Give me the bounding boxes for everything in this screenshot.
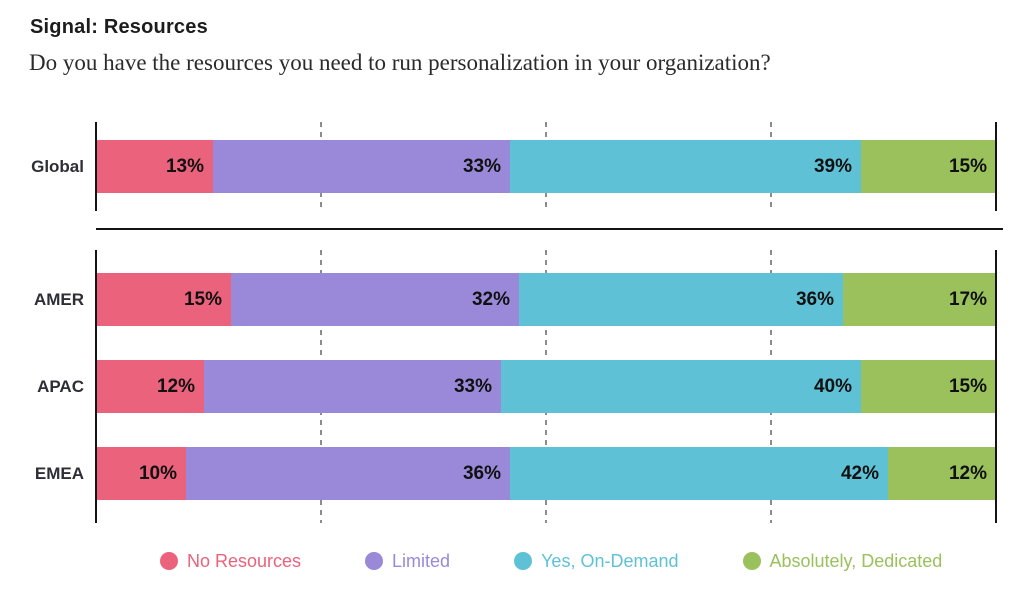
segment-apac-yes-on-demand: 40%: [501, 360, 861, 413]
chart-kicker: Signal: Resources: [30, 16, 208, 38]
segment-global-limited: 33%: [213, 140, 510, 193]
left-axis-line: [95, 250, 97, 523]
segment-value-label: 15%: [183, 288, 222, 310]
segment-value-label: 12%: [156, 375, 195, 397]
segment-apac-limited: 33%: [204, 360, 501, 413]
segment-value-label: 10%: [138, 462, 177, 484]
row-label-global: Global: [31, 156, 84, 176]
yes-on-demand-dot-icon: [514, 552, 533, 570]
segment-amer-absolutely-dedicated: 17%: [843, 273, 996, 326]
legend-item-no-resources: No Resources: [160, 551, 301, 572]
segment-global-absolutely-dedicated: 15%: [861, 140, 996, 193]
legend-item-limited: Limited: [365, 551, 450, 572]
legend-label-absolutely-dedicated: Absolutely, Dedicated: [769, 550, 943, 571]
legend-item-absolutely-dedicated: Absolutely, Dedicated: [742, 550, 943, 572]
legend-label-limited: Limited: [392, 550, 451, 571]
row-label-emea: EMEA: [34, 463, 84, 483]
chart-separator-line: [96, 228, 1003, 230]
right-axis-line: [995, 250, 997, 523]
segment-global-no-resources: 13%: [96, 140, 213, 193]
limited-dot-icon: [365, 552, 384, 570]
segment-value-label: 39%: [813, 155, 852, 177]
segment-value-label: 36%: [795, 288, 834, 310]
segment-value-label: 32%: [471, 288, 510, 310]
segment-apac-no-resources: 12%: [96, 360, 204, 413]
segment-amer-limited: 32%: [231, 273, 519, 326]
bar-row-emea: EMEA 10% 36% 42% 12%: [35, 447, 996, 500]
segment-emea-yes-on-demand: 42%: [510, 447, 888, 500]
segment-value-label: 33%: [453, 375, 492, 397]
row-label-amer: AMER: [33, 289, 84, 309]
segment-emea-no-resources: 10%: [96, 447, 186, 500]
chart-global-group: Global 13% 33% 39% 15%: [31, 122, 997, 211]
right-axis-line: [995, 122, 997, 211]
segment-value-label: 12%: [948, 462, 987, 484]
no-resources-dot-icon: [160, 552, 178, 570]
bar-row-amer: AMER 15% 32% 36% 17%: [34, 273, 996, 326]
row-label-apac: APAC: [37, 376, 84, 396]
absolutely-dedicated-dot-icon: [742, 552, 761, 570]
segment-apac-absolutely-dedicated: 15%: [861, 360, 996, 413]
segment-global-yes-on-demand: 39%: [510, 140, 861, 193]
segment-value-label: 15%: [948, 375, 987, 397]
chart-regions-group: AMER 15% 32% 36% 17% APAC 12% 33% 40% 15% EMEA 10% 3…: [34, 250, 997, 523]
segment-emea-limited: 36%: [186, 447, 510, 500]
bar-row-global: Global 13% 33% 39% 15%: [31, 140, 996, 193]
segment-value-label: 17%: [948, 288, 987, 310]
segment-value-label: 13%: [165, 155, 204, 177]
legend-label-no-resources: No Resources: [187, 550, 302, 571]
left-axis-line: [95, 122, 97, 211]
segment-value-label: 36%: [462, 462, 501, 484]
segment-value-label: 40%: [813, 375, 852, 397]
segment-value-label: 15%: [948, 155, 987, 177]
legend-label-yes-on-demand: Yes, On-Demand: [541, 550, 679, 571]
chart-legend: No Resources Limited Yes, On-Demand Absolut…: [160, 549, 942, 573]
chart-question: Do you have the resources you need to ru…: [29, 50, 771, 75]
segment-value-label: 42%: [840, 462, 879, 484]
segment-amer-no-resources: 15%: [96, 273, 231, 326]
segment-emea-absolutely-dedicated: 12%: [888, 447, 996, 500]
legend-item-yes-on-demand: Yes, On-Demand: [514, 550, 679, 572]
bar-row-apac: APAC 12% 33% 40% 15%: [37, 360, 996, 413]
segment-amer-yes-on-demand: 36%: [519, 273, 843, 326]
segment-value-label: 33%: [462, 155, 501, 177]
